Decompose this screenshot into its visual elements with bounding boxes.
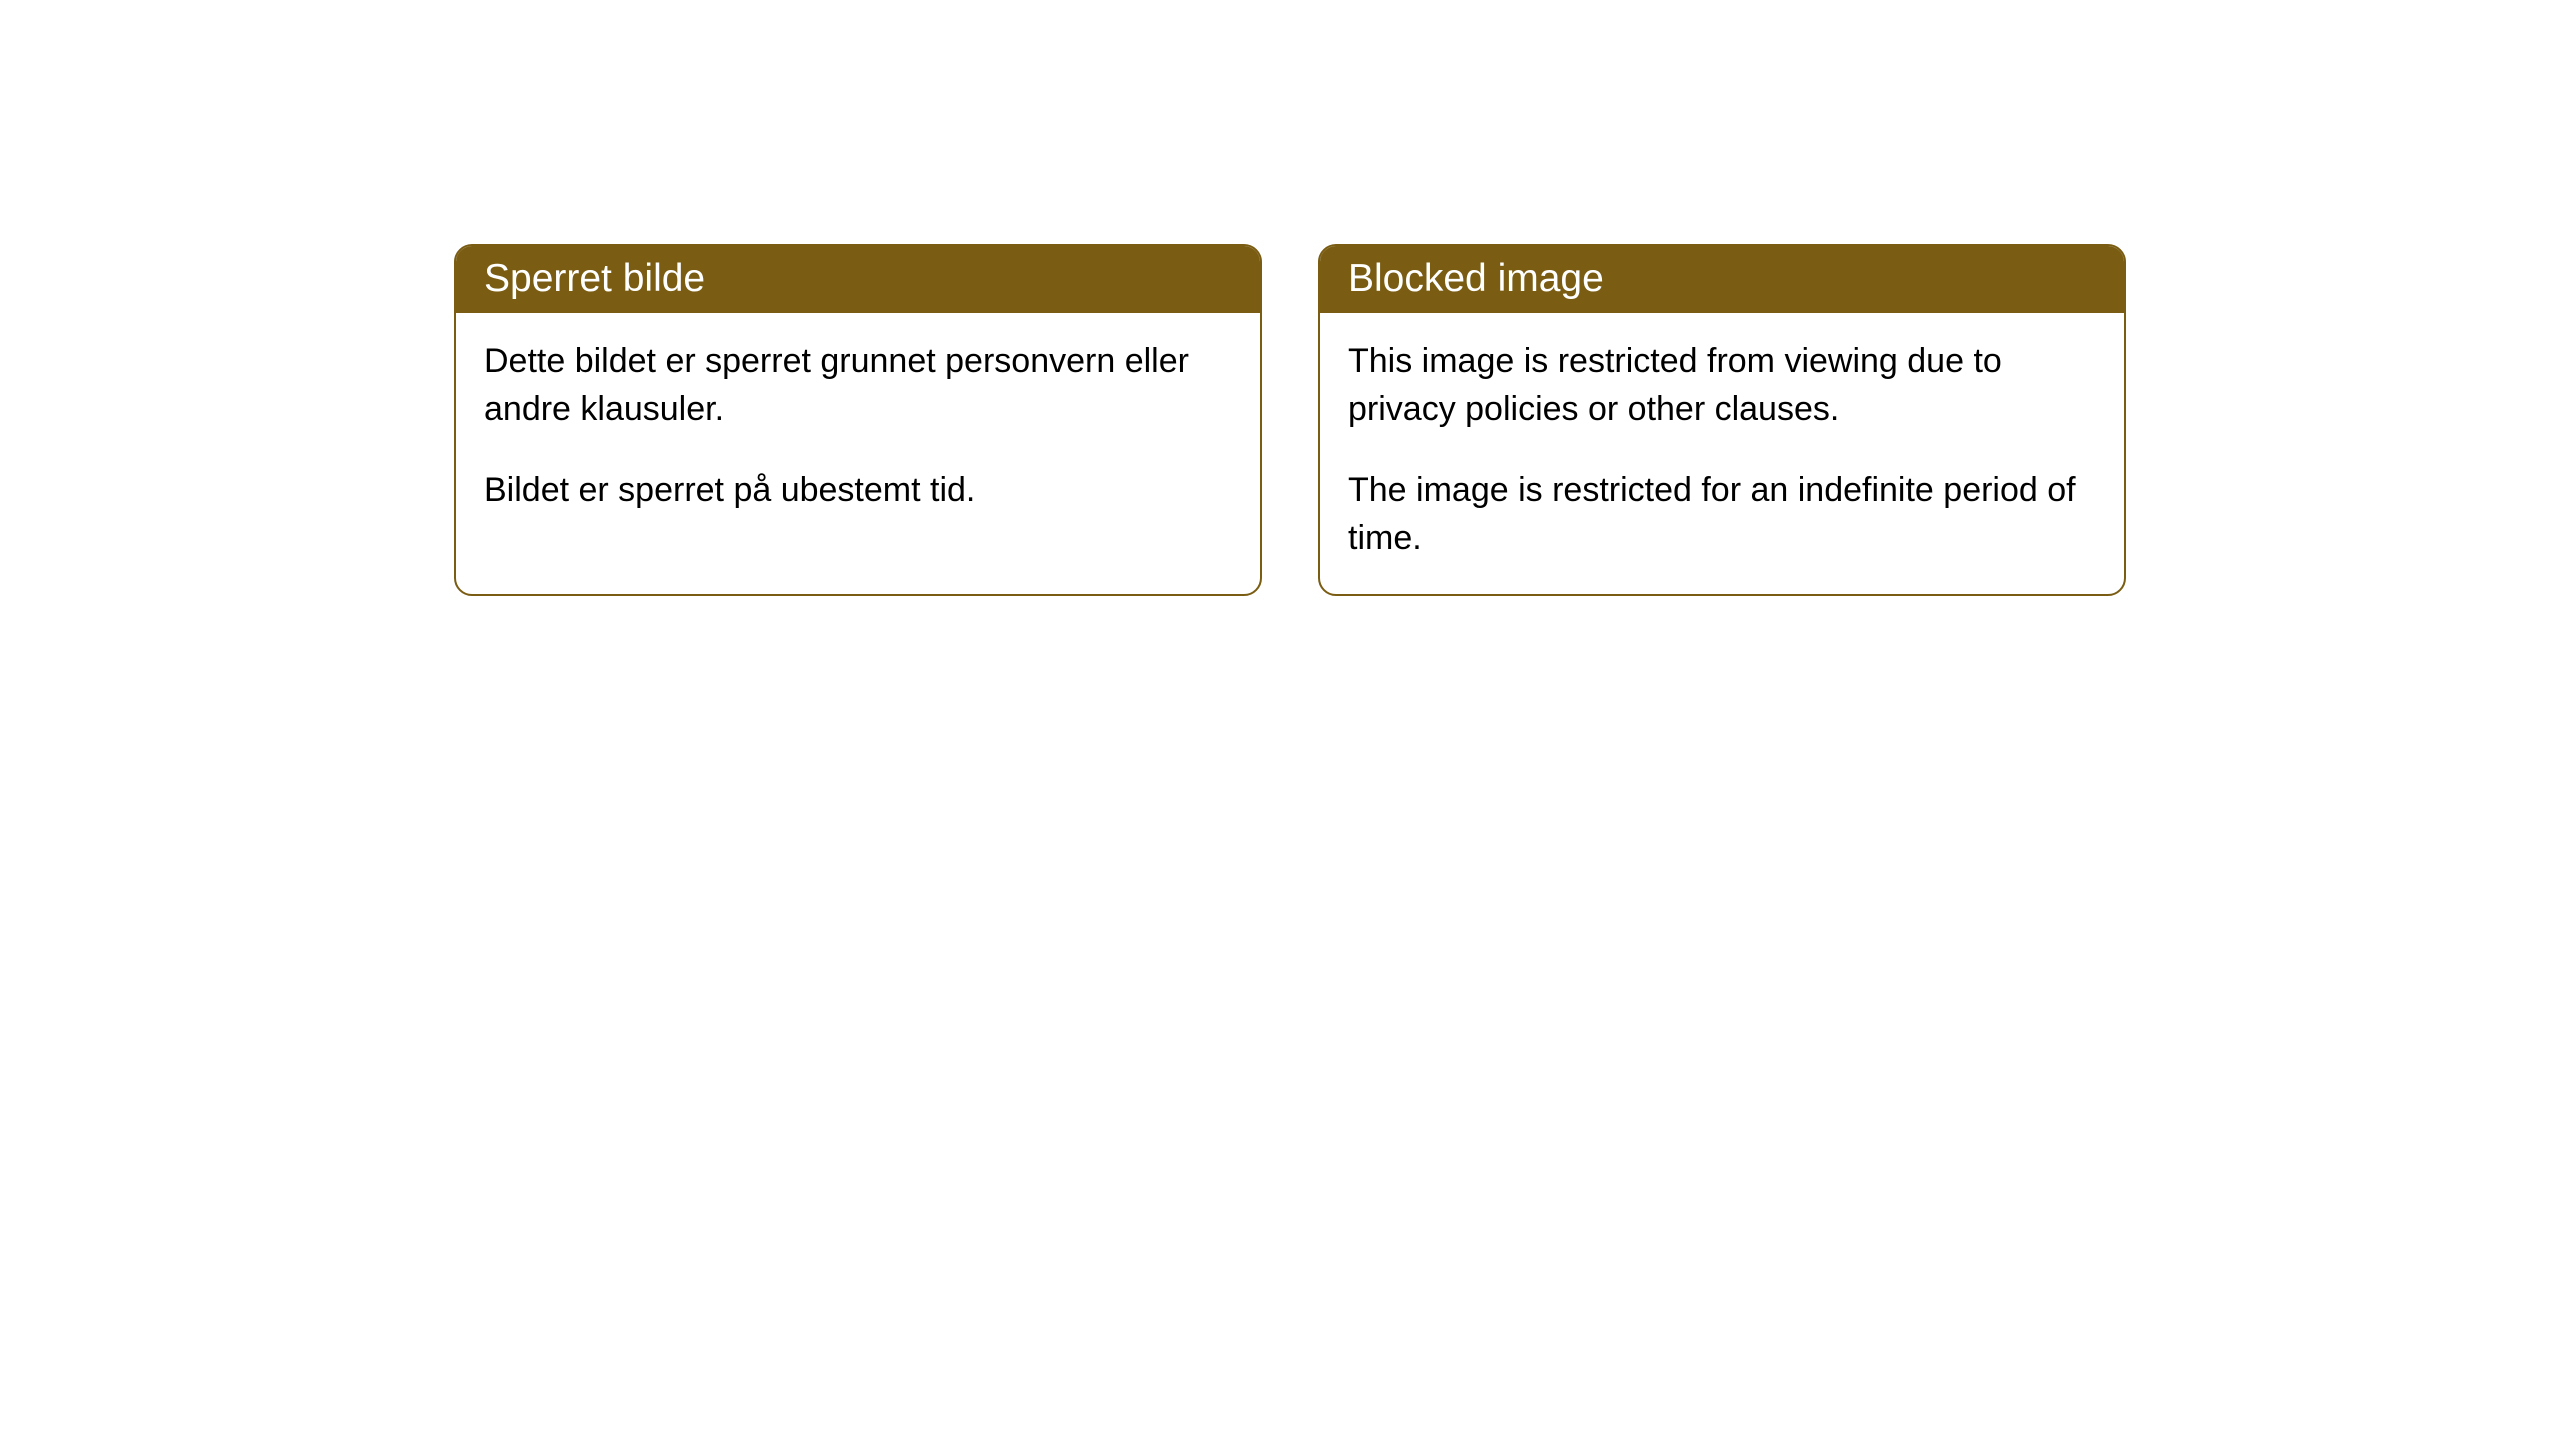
card-paragraph: The image is restricted for an indefinit… [1348,466,2096,563]
card-paragraph: This image is restricted from viewing du… [1348,337,2096,434]
card-body: Dette bildet er sperret grunnet personve… [456,313,1260,546]
notice-cards-container: Sperret bilde Dette bildet er sperret gr… [0,0,2560,596]
notice-card-english: Blocked image This image is restricted f… [1318,244,2126,596]
card-paragraph: Bildet er sperret på ubestemt tid. [484,466,1232,514]
notice-card-norwegian: Sperret bilde Dette bildet er sperret gr… [454,244,1262,596]
card-paragraph: Dette bildet er sperret grunnet personve… [484,337,1232,434]
card-header: Blocked image [1320,246,2124,313]
card-body: This image is restricted from viewing du… [1320,313,2124,594]
card-header: Sperret bilde [456,246,1260,313]
